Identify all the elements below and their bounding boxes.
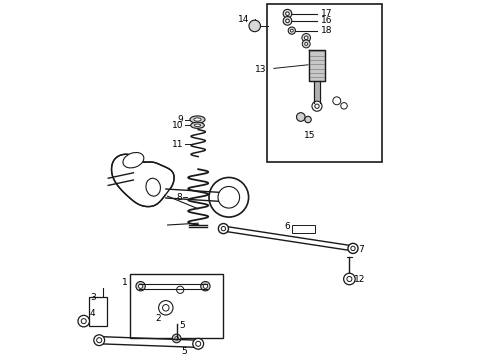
Ellipse shape (146, 178, 160, 196)
Circle shape (97, 338, 102, 343)
Circle shape (249, 20, 261, 32)
Text: 17: 17 (320, 9, 332, 18)
Circle shape (172, 334, 181, 343)
Text: 18: 18 (320, 26, 332, 35)
Circle shape (209, 177, 248, 217)
Circle shape (315, 104, 319, 108)
Text: 5: 5 (179, 321, 185, 330)
Circle shape (139, 284, 143, 288)
Text: 9: 9 (177, 115, 183, 124)
Text: 13: 13 (255, 65, 267, 74)
Ellipse shape (190, 116, 205, 123)
Text: 2: 2 (156, 314, 161, 323)
Text: 3: 3 (90, 292, 96, 302)
Circle shape (291, 29, 293, 32)
Text: 11: 11 (172, 140, 183, 149)
Text: 16: 16 (320, 17, 332, 26)
Circle shape (203, 284, 208, 288)
Circle shape (286, 12, 289, 15)
Circle shape (286, 19, 289, 23)
Polygon shape (166, 189, 216, 198)
Circle shape (218, 186, 240, 208)
Circle shape (351, 246, 355, 251)
Circle shape (305, 42, 308, 45)
Circle shape (219, 224, 228, 234)
Bar (292, 225, 315, 233)
Circle shape (176, 286, 184, 293)
Polygon shape (223, 226, 353, 251)
Circle shape (159, 301, 173, 315)
Circle shape (81, 319, 86, 324)
Text: 12: 12 (354, 275, 366, 284)
Polygon shape (139, 284, 207, 289)
Circle shape (136, 282, 145, 291)
Circle shape (201, 282, 210, 291)
Circle shape (221, 226, 225, 231)
Circle shape (193, 338, 204, 349)
Circle shape (94, 335, 104, 346)
Polygon shape (112, 154, 174, 207)
Text: 7: 7 (358, 245, 364, 254)
Circle shape (283, 17, 292, 25)
Bar (130, 274, 223, 338)
Text: 14: 14 (238, 15, 249, 24)
Ellipse shape (194, 118, 201, 121)
Bar (90, 297, 107, 326)
Circle shape (348, 243, 358, 253)
Polygon shape (309, 50, 325, 81)
Polygon shape (314, 81, 320, 103)
Circle shape (305, 116, 311, 123)
Circle shape (302, 40, 310, 48)
Circle shape (175, 337, 178, 340)
Text: 5: 5 (181, 346, 187, 356)
Circle shape (196, 341, 201, 346)
Text: 4: 4 (90, 309, 96, 318)
Ellipse shape (123, 153, 144, 168)
Circle shape (78, 315, 90, 327)
Text: 10: 10 (172, 121, 183, 130)
Circle shape (347, 276, 352, 282)
Circle shape (288, 27, 295, 34)
Text: 8: 8 (176, 193, 182, 202)
Text: 1: 1 (122, 278, 128, 287)
Circle shape (296, 113, 305, 121)
Text: 15: 15 (304, 131, 316, 140)
Circle shape (343, 273, 355, 285)
Circle shape (302, 33, 311, 42)
Ellipse shape (195, 124, 200, 127)
Ellipse shape (191, 122, 204, 129)
Circle shape (163, 305, 169, 311)
Circle shape (304, 36, 308, 40)
Circle shape (283, 9, 292, 18)
Circle shape (333, 97, 341, 105)
Bar (267, 4, 382, 162)
Circle shape (341, 103, 347, 109)
Text: 6: 6 (285, 222, 291, 231)
Circle shape (312, 101, 322, 111)
